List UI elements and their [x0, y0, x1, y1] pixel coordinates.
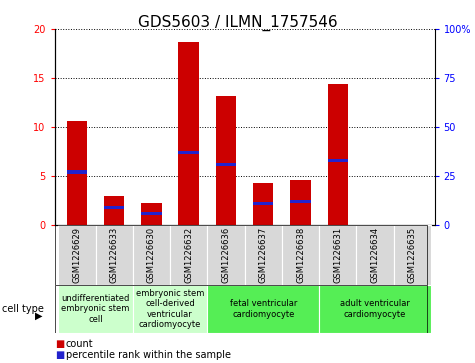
Text: GSM1226634: GSM1226634	[370, 227, 380, 283]
Bar	[328, 84, 348, 225]
Text: cell type: cell type	[2, 304, 44, 314]
Bar	[208, 225, 245, 285]
Bar	[141, 203, 162, 225]
Text: GDS5603 / ILMN_1757546: GDS5603 / ILMN_1757546	[138, 15, 337, 31]
Bar	[133, 225, 170, 285]
Bar	[216, 163, 236, 166]
Bar	[179, 151, 199, 154]
Text: undifferentiated
embryonic stem
cell: undifferentiated embryonic stem cell	[61, 294, 130, 324]
Text: adult ventricular
cardiomyocyte: adult ventricular cardiomyocyte	[340, 299, 410, 319]
Text: GSM1226632: GSM1226632	[184, 227, 193, 283]
Text: embryonic stem
cell-derived
ventricular
cardiomyocyte: embryonic stem cell-derived ventricular …	[136, 289, 204, 329]
Bar	[328, 159, 348, 162]
Bar	[141, 212, 162, 215]
Text: ■: ■	[55, 339, 64, 349]
Bar	[170, 225, 208, 285]
Bar	[394, 225, 431, 285]
Text: fetal ventricular
cardiomyocyte: fetal ventricular cardiomyocyte	[229, 299, 297, 319]
Bar	[104, 196, 124, 225]
Text: count: count	[66, 339, 93, 349]
Bar	[95, 225, 133, 285]
Text: ▶: ▶	[35, 311, 43, 321]
Text: GSM1226629: GSM1226629	[73, 227, 82, 283]
Bar	[179, 42, 199, 225]
Bar	[58, 225, 95, 285]
Text: GSM1226633: GSM1226633	[110, 227, 119, 283]
Bar	[253, 183, 274, 225]
Text: GSM1226638: GSM1226638	[296, 227, 305, 283]
Bar	[66, 170, 87, 174]
Text: GSM1226637: GSM1226637	[259, 227, 268, 283]
Bar	[290, 180, 311, 225]
Bar	[290, 200, 311, 203]
Text: GSM1226631: GSM1226631	[333, 227, 342, 283]
Text: percentile rank within the sample: percentile rank within the sample	[66, 350, 230, 360]
Text: GSM1226635: GSM1226635	[408, 227, 417, 283]
Bar	[208, 285, 319, 333]
Text: ■: ■	[55, 350, 64, 360]
Bar	[216, 96, 236, 225]
Text: GSM1226636: GSM1226636	[221, 227, 230, 283]
Bar	[58, 285, 133, 333]
Bar	[319, 285, 431, 333]
Text: GSM1226630: GSM1226630	[147, 227, 156, 283]
Bar	[245, 225, 282, 285]
Bar	[66, 121, 87, 225]
Bar	[133, 285, 208, 333]
Bar	[253, 202, 274, 205]
Bar	[282, 225, 319, 285]
Bar	[319, 225, 356, 285]
Bar	[356, 225, 394, 285]
Bar	[104, 206, 124, 209]
